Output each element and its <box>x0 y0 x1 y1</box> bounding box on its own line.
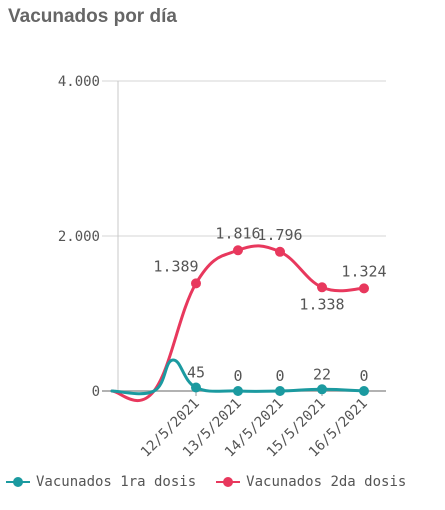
legend: Vacunados 1ra dosis Vacunados 2da dosis <box>6 474 442 490</box>
line-chart: 02.0004.00012/5/202113/5/202114/5/202115… <box>58 74 387 460</box>
y-tick-label-4000: 4.000 <box>58 74 100 90</box>
point-s2-3 <box>317 282 327 293</box>
point-s2-4 <box>359 283 369 294</box>
chart-title: Vacunados por día <box>8 6 177 27</box>
data-label-s2-4: 1.324 <box>341 262 386 280</box>
legend-swatch-2da-dosis <box>216 477 241 487</box>
point-s1-2 <box>275 386 285 396</box>
point-s1-1 <box>233 386 243 396</box>
data-label-s2-3: 1.338 <box>299 295 344 313</box>
legend-label-2da-dosis: Vacunados 2da dosis <box>246 474 407 490</box>
legend-label-1ra-dosis: Vacunados 1ra dosis <box>36 474 197 490</box>
point-s1-0 <box>191 382 201 393</box>
point-s2-2 <box>275 246 285 257</box>
data-label-s1-3: 22 <box>313 365 331 383</box>
legend-item-2da-dosis[interactable]: Vacunados 2da dosis <box>216 474 406 490</box>
data-label-s1-0: 45 <box>187 364 205 382</box>
y-tick-label-2000: 2.000 <box>58 229 100 245</box>
data-label-s1-4: 0 <box>359 367 368 385</box>
data-label-s1-1: 0 <box>233 367 242 385</box>
data-label-s2-0: 1.389 <box>153 257 198 275</box>
data-label-s2-2: 1.796 <box>257 226 302 244</box>
y-tick-label-0: 0 <box>92 384 100 400</box>
legend-swatch-1ra-dosis <box>6 477 30 487</box>
data-label-s1-2: 0 <box>275 367 284 385</box>
legend-item-1ra-dosis[interactable]: Vacunados 1ra dosis <box>6 474 196 490</box>
point-s1-3 <box>317 384 327 395</box>
point-s2-0 <box>191 278 201 289</box>
point-s1-4 <box>359 386 369 396</box>
data-label-s2-1: 1.816 <box>215 224 260 242</box>
point-s2-1 <box>233 245 243 256</box>
